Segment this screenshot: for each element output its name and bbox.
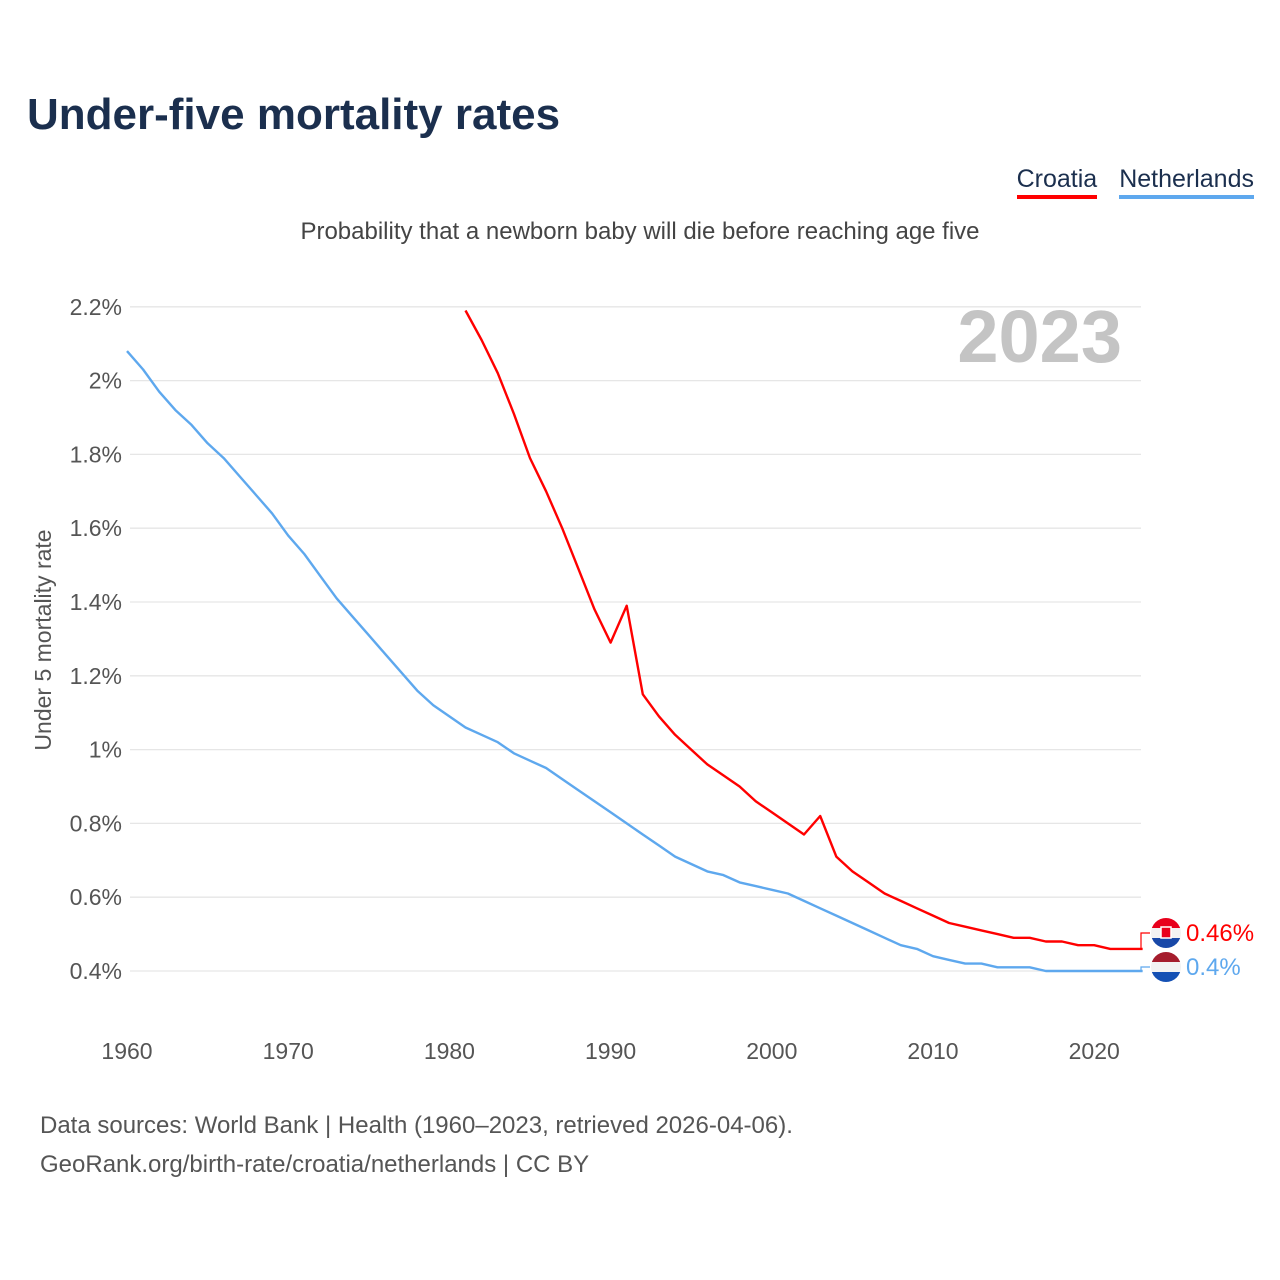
- year-watermark: 2023: [957, 295, 1122, 378]
- legend-netherlands[interactable]: Netherlands: [1119, 165, 1254, 199]
- y-tick-label: 1.2%: [70, 663, 122, 689]
- x-tick-label: 1970: [263, 1038, 314, 1064]
- source-note: Data sources: World Bank | Health (1960–…: [40, 1106, 793, 1184]
- y-tick-label: 1%: [89, 737, 122, 763]
- end-value-label-netherlands: 0.4%: [1186, 954, 1241, 981]
- legend: Croatia Netherlands: [1016, 165, 1254, 199]
- netherlands-flag-icon: [1151, 952, 1181, 982]
- series-line-netherlands: [126, 350, 1143, 973]
- label-connector: [1140, 966, 1150, 972]
- y-tick-label: 1.8%: [70, 441, 122, 467]
- end-value-label-croatia: 0.46%: [1186, 920, 1254, 947]
- y-tick-label: 2.2%: [70, 294, 122, 320]
- flag-stripe: [1151, 938, 1181, 948]
- x-tick-label: 1980: [424, 1038, 475, 1064]
- y-tick-label: 0.8%: [70, 810, 122, 836]
- legend-croatia[interactable]: Croatia: [1016, 165, 1098, 199]
- x-tick-label: 1960: [101, 1038, 152, 1064]
- y-tick-label: 1.4%: [70, 589, 122, 615]
- flag-stripe: [1151, 918, 1181, 928]
- y-axis-label: Under 5 mortality rate: [30, 529, 56, 750]
- x-tick-label: 2020: [1069, 1038, 1120, 1064]
- source-line-2[interactable]: GeoRank.org/birth-rate/croatia/netherlan…: [40, 1151, 590, 1178]
- chart-title: Under-five mortality rates: [27, 90, 561, 139]
- flag-stripe: [1151, 952, 1181, 962]
- x-tick-label: 2010: [907, 1038, 958, 1064]
- source-line-1: Data sources: World Bank | Health (1960–…: [40, 1112, 793, 1139]
- y-tick-label: 2%: [89, 368, 122, 394]
- label-connector: [1140, 932, 1150, 950]
- x-tick-label: 1990: [585, 1038, 636, 1064]
- croatia-flag-icon: [1151, 918, 1181, 948]
- y-tick-label: 0.6%: [70, 884, 122, 910]
- flag-stripe: [1151, 972, 1181, 982]
- x-tick-label: 2000: [746, 1038, 797, 1064]
- croatia-coat-of-arms: [1160, 926, 1172, 939]
- series-line-croatia: [464, 309, 1143, 951]
- chart-subtitle: Probability that a newborn baby will die…: [300, 218, 980, 245]
- y-tick-label: 0.4%: [70, 958, 122, 984]
- y-tick-label: 1.6%: [70, 515, 122, 541]
- flag-stripe: [1151, 962, 1181, 972]
